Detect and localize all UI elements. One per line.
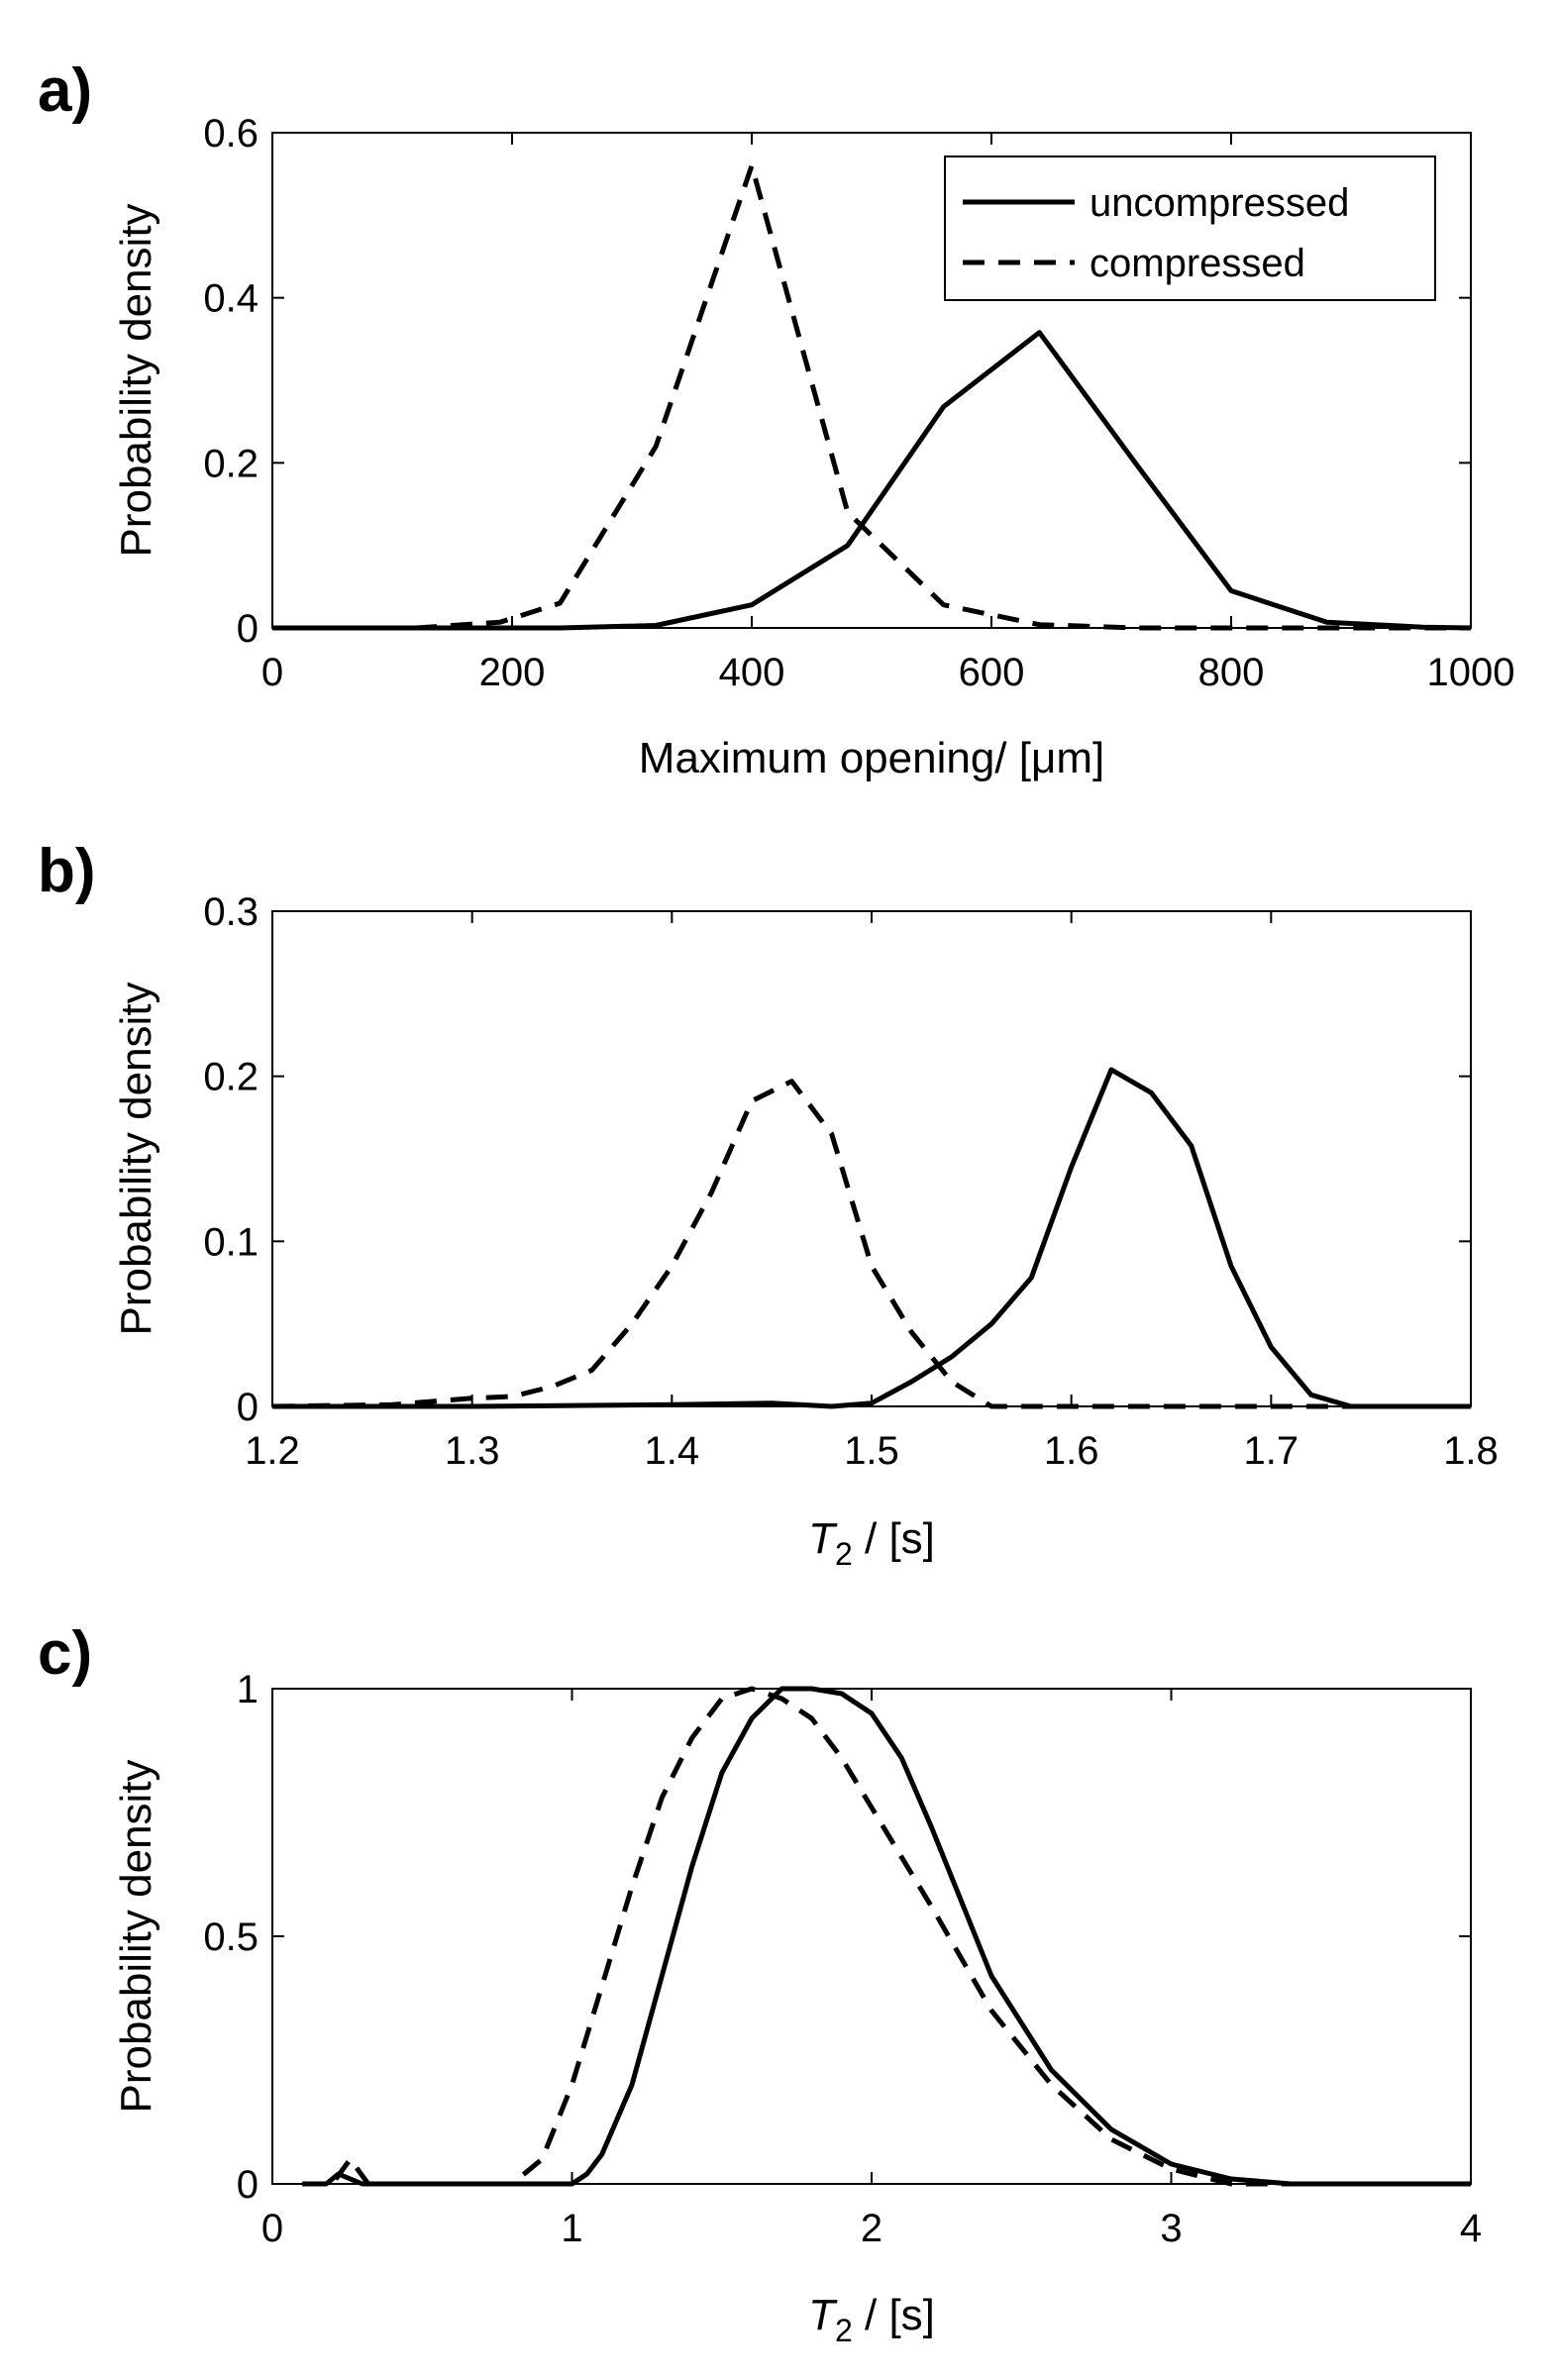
panel-b-x-tick-label: 1.4 — [645, 1429, 700, 1473]
panel-c-x-tick-label: 4 — [1460, 2207, 1482, 2250]
legend-entry-uncompressed: uncompressed — [1090, 181, 1349, 225]
panel-c-x-tick-label: 1 — [561, 2207, 582, 2250]
panel-a-y-tick-label: 0 — [237, 607, 259, 651]
panel-c-x-ticks: 0 1 2 3 4 — [261, 1689, 1482, 2250]
panel-b-y-tick-label: 0.2 — [203, 1056, 259, 1099]
panel-b-series-uncompressed — [272, 1067, 1471, 1409]
legend-box — [944, 155, 1436, 301]
panel-c-label: c) — [38, 1619, 92, 1688]
panel-c-x-label-unit: / [s] — [853, 2291, 935, 2339]
panel-b-x-tick-label: 1.2 — [245, 1429, 300, 1473]
panel-c-y-label: Probability density — [112, 1759, 160, 2113]
panel-a-series-compressed — [272, 162, 1471, 631]
panel-b-series-compressed — [271, 1079, 1471, 1409]
panel-c-y-tick-label: 0.5 — [203, 1915, 259, 1959]
panel-b-series — [271, 1067, 1471, 1409]
panel-b-x-label-symbol: T — [808, 1514, 838, 1563]
panel-a-axes-frame — [271, 132, 1472, 629]
panel-a-y-tick-label: 0.4 — [203, 277, 259, 321]
panel-c-y-ticks: 00.51 — [203, 1668, 1471, 2207]
panel-a-y-tick-label: 0.2 — [203, 442, 259, 485]
panel-a-x-tick-label: 1000 — [1427, 651, 1515, 694]
panel-b-y-tick-label: 0 — [237, 1386, 259, 1429]
panel-b-x-tick-label: 1.7 — [1244, 1429, 1299, 1473]
panel-a-y-tick-label: 0.6 — [203, 112, 259, 155]
panel-b-label: b) — [38, 837, 96, 905]
panel-a-x-tick-label: 400 — [719, 651, 785, 694]
panel-c-x-label-symbol: T — [808, 2291, 838, 2339]
panel-b-x-tick-label: 1.3 — [445, 1429, 500, 1473]
panel-c-series-compressed — [302, 1686, 1471, 2187]
panel-b-x-ticks: 1.2 1.3 1.4 1.5 1.6 1.7 1.8 — [245, 911, 1499, 1473]
panel-c-y-tick-label: 0 — [237, 2163, 259, 2207]
panel-a-x-tick-label: 800 — [1198, 651, 1265, 694]
panel-c-x-tick-label: 2 — [861, 2207, 882, 2250]
panel-a-label: a) — [38, 56, 92, 125]
panel-b-y-tick-label: 0.1 — [203, 1220, 259, 1264]
panel-a-series — [272, 162, 1472, 631]
panel-a-series-uncompressed — [272, 330, 1472, 631]
panel-a-x-ticks: 0 200 400 600 800 1000 — [261, 133, 1515, 694]
panel-c-x-tick-label: 3 — [1160, 2207, 1182, 2250]
panel-b-y-ticks: 0 0.1 0.2 0.3 — [203, 890, 1471, 1429]
panel-b: b) 1.2 1.3 1.4 1.5 1.6 1.7 1.8 0 0.1 0.2 0.3 T2 /… — [38, 837, 1499, 1572]
panel-b-x-tick-label: 1.5 — [844, 1429, 899, 1473]
legend-entry-compressed: compressed — [1090, 242, 1305, 285]
panel-b-x-tick-label: 1.6 — [1044, 1429, 1099, 1473]
panel-a-plot: 0 200 400 600 800 1000 0 0.2 0.4 0.6 — [203, 112, 1514, 694]
panel-b-plot: 1.2 1.3 1.4 1.5 1.6 1.7 1.8 0 0.1 0.2 0.3 — [203, 890, 1498, 1473]
panel-a: a) 0 200 400 600 800 1000 0 0.2 0.4 0.6 Maximum … — [38, 56, 1514, 782]
panel-b-x-label-unit: / [s] — [853, 1514, 935, 1563]
panel-a-x-tick-label: 0 — [261, 651, 283, 694]
panel-c-y-tick-label: 1 — [237, 1668, 259, 1711]
panel-b-x-label: T2 / [s] — [808, 1514, 935, 1572]
panel-a-x-tick-label: 600 — [959, 651, 1025, 694]
panel-c-x-label-subscript: 2 — [835, 2313, 853, 2348]
panel-a-x-label: Maximum opening/ [μm] — [639, 734, 1104, 782]
panel-a-y-label: Probability density — [112, 203, 160, 557]
panel-b-y-label: Probability density — [112, 982, 160, 1335]
panel-c-x-label: T2 / [s] — [808, 2291, 935, 2348]
panel-c-x-tick-label: 0 — [261, 2207, 283, 2250]
panel-a-y-ticks: 0 0.2 0.4 0.6 — [203, 112, 1471, 651]
panel-b-y-tick-label: 0.3 — [203, 890, 259, 934]
legend: uncompressed compressed — [944, 155, 1436, 301]
panel-c-series-uncompressed — [302, 1686, 1471, 2187]
panel-a-x-tick-label: 200 — [479, 651, 546, 694]
panel-b-x-label-subscript: 2 — [835, 1536, 853, 1572]
panel-b-x-tick-label: 1.8 — [1443, 1429, 1499, 1473]
panel-c-series — [302, 1686, 1471, 2187]
